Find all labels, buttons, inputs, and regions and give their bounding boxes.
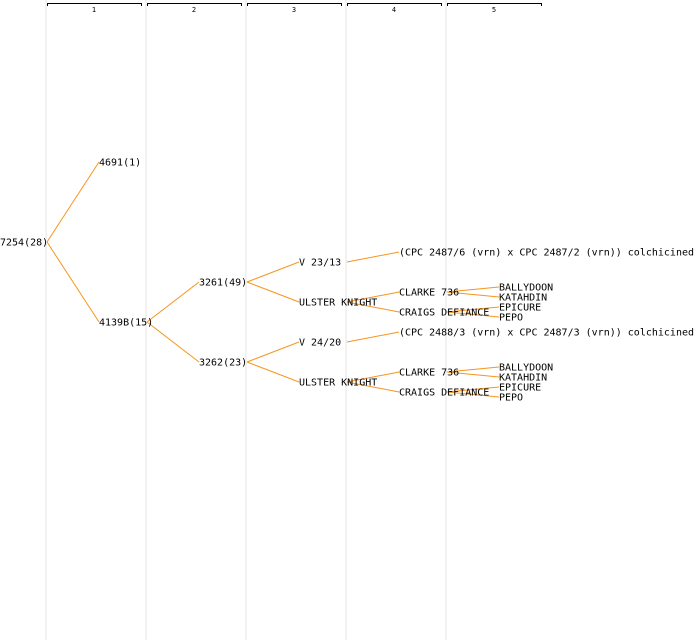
pedigree-edge bbox=[246, 361, 300, 383]
pedigree-edge bbox=[346, 371, 400, 383]
pedigree-edge bbox=[446, 311, 500, 318]
pedigree-node: ULSTER KNIGHT bbox=[299, 298, 377, 309]
pedigree-node: ULSTER KNIGHT bbox=[299, 378, 377, 389]
pedigree-node: 4691(1) bbox=[99, 158, 141, 169]
pedigree-edge bbox=[446, 286, 500, 293]
generation-label: 5 bbox=[492, 6, 496, 14]
pedigree-node: 7254(28) bbox=[0, 238, 48, 249]
pedigree-edge bbox=[446, 386, 500, 393]
generation-band bbox=[145, 0, 147, 640]
pedigree-node: EPICURE bbox=[499, 383, 541, 394]
pedigree-node: PEPO bbox=[499, 313, 523, 324]
generation-bracket bbox=[47, 3, 142, 6]
pedigree-node: KATAHDIN bbox=[499, 293, 547, 304]
generation-bracket bbox=[347, 3, 442, 6]
pedigree-node: CLARKE 736 bbox=[399, 288, 459, 299]
pedigree-node: (CPC 2488/3 (vrn) x CPC 2487/3 (vrn)) co… bbox=[399, 328, 694, 339]
pedigree-edge bbox=[346, 291, 400, 303]
pedigree-edge bbox=[446, 391, 500, 398]
pedigree-node: PEPO bbox=[499, 393, 523, 404]
generation-headers: 1 2 3 4 5 bbox=[47, 3, 542, 14]
pedigree-node: 3262(23) bbox=[199, 358, 247, 369]
pedigree-node: CRAIGS DEFIANCE bbox=[399, 308, 489, 319]
generation-label: 3 bbox=[292, 6, 296, 14]
pedigree-edge bbox=[146, 281, 200, 323]
generation-band bbox=[345, 0, 347, 640]
generation-band bbox=[45, 0, 47, 640]
pedigree-nodes: 7254(28) 4691(1) 4139B(15) 3261(49) V 23/13 (… bbox=[0, 158, 694, 404]
generation-band bbox=[245, 0, 247, 640]
pedigree-edge bbox=[446, 291, 500, 298]
generation-bracket bbox=[247, 3, 342, 6]
generation-label: 1 bbox=[92, 6, 96, 14]
pedigree-edge bbox=[246, 281, 300, 303]
pedigree-node: KATAHDIN bbox=[499, 373, 547, 384]
pedigree-edge bbox=[446, 366, 500, 373]
pedigree-node: 3261(49) bbox=[199, 278, 247, 289]
pedigree-edge bbox=[346, 251, 400, 263]
pedigree-node: V 23/13 bbox=[299, 258, 341, 269]
pedigree-node: BALLYDOON bbox=[499, 363, 553, 374]
generation-label: 4 bbox=[392, 6, 396, 14]
pedigree-edge bbox=[146, 321, 200, 363]
pedigree-node: CRAIGS DEFIANCE bbox=[399, 388, 489, 399]
pedigree-edge bbox=[346, 381, 400, 393]
pedigree-node: EPICURE bbox=[499, 303, 541, 314]
pedigree-edge bbox=[246, 261, 300, 283]
pedigree-edges bbox=[46, 161, 500, 398]
pedigree-node: 4139B(15) bbox=[99, 318, 153, 329]
pedigree-edge bbox=[446, 371, 500, 378]
generation-band bbox=[445, 0, 447, 640]
generation-bands bbox=[45, 0, 447, 640]
pedigree-node: (CPC 2487/6 (vrn) x CPC 2487/2 (vrn)) co… bbox=[399, 248, 694, 259]
pedigree-node: CLARKE 736 bbox=[399, 368, 459, 379]
pedigree-edge bbox=[246, 341, 300, 363]
pedigree-node: V 24/20 bbox=[299, 338, 341, 349]
pedigree-edge bbox=[346, 331, 400, 343]
generation-label: 2 bbox=[192, 6, 196, 14]
pedigree-edge bbox=[46, 241, 100, 323]
generation-bracket bbox=[147, 3, 242, 6]
pedigree-edge bbox=[346, 301, 400, 313]
pedigree-node: BALLYDOON bbox=[499, 283, 553, 294]
generation-bracket bbox=[447, 3, 542, 6]
pedigree-edge bbox=[446, 306, 500, 313]
pedigree-edge bbox=[46, 161, 100, 243]
